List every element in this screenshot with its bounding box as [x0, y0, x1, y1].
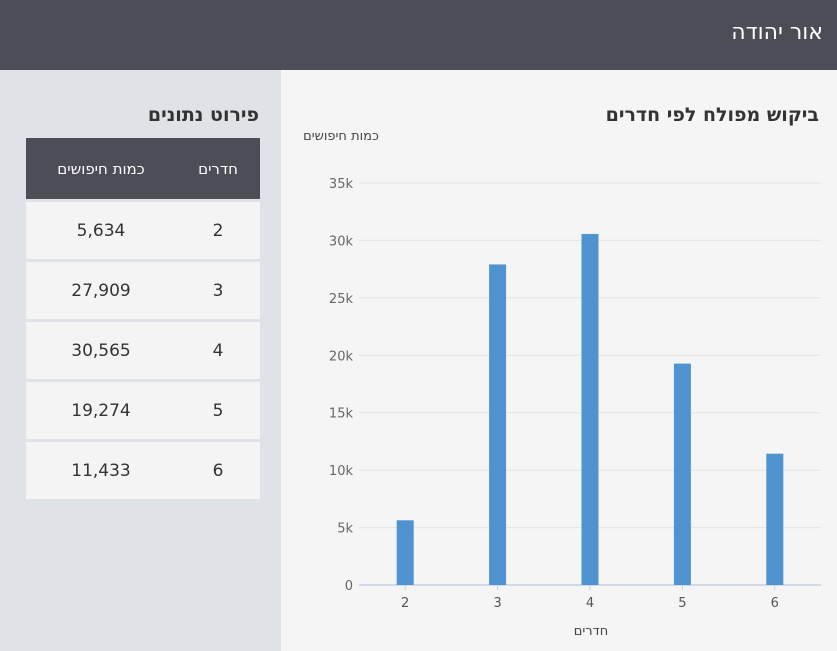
table-row: 5,634 2 — [26, 202, 260, 259]
y-tick-label: 5k — [337, 522, 353, 537]
cell-rooms: 3 — [212, 280, 224, 301]
cell-searches: 11,433 — [71, 460, 131, 481]
table-row: 27,909 3 — [26, 262, 260, 319]
x-tick-label: 5 — [678, 596, 686, 611]
table-title: פירוט נתונים — [147, 104, 259, 126]
chart-panel: ביקוש מפולח לפי חדרים 0 5k 10k 15k 20k 25k 30k… — [281, 70, 837, 651]
data-table: כמות חיפושים חדרים 5,634 2 27,909 3 30,5… — [26, 138, 260, 499]
cell-searches: 27,909 — [71, 280, 131, 301]
table-row: 11,433 6 — [26, 442, 260, 499]
y-tick-label: 30k — [329, 234, 354, 249]
bar — [673, 363, 691, 585]
y-tick-label: 15k — [329, 407, 354, 422]
cell-rooms: 2 — [212, 220, 224, 241]
table-row: 30,565 4 — [26, 322, 260, 379]
header-rooms: חדרים — [198, 159, 238, 178]
y-axis-label: כמות חיפושים — [303, 129, 379, 144]
x-tick-label: 6 — [771, 596, 779, 611]
cell-rooms: 4 — [212, 340, 224, 361]
x-axis-label: חדרים — [574, 624, 608, 639]
x-tick-label: 4 — [586, 596, 594, 611]
cell-searches: 5,634 — [76, 220, 126, 241]
app-header: אור יהודה — [0, 0, 837, 70]
y-tick-label: 35k — [329, 177, 354, 192]
cell-searches: 30,565 — [71, 340, 131, 361]
y-tick-label: 10k — [329, 464, 354, 479]
x-tick-label: 2 — [401, 596, 409, 611]
x-tick-label: 3 — [493, 596, 501, 611]
cell-searches: 19,274 — [71, 400, 131, 421]
y-tick-label: 0 — [345, 579, 353, 594]
city-title: אור יהודה — [731, 20, 823, 45]
cell-rooms: 6 — [212, 460, 224, 481]
bar-chart: 0 5k 10k 15k 20k 25k 30k 35k 2 3 4 5 6 כמות חיפושים חד… — [303, 129, 821, 639]
table-header-row: כמות חיפושים חדרים — [26, 138, 260, 199]
bar — [581, 233, 599, 585]
bar — [489, 264, 507, 585]
bar — [396, 520, 414, 585]
header-searches: כמות חיפושים — [57, 159, 145, 178]
y-tick-label: 20k — [329, 349, 354, 364]
chart-title: ביקוש מפולח לפי חדרים — [605, 104, 819, 126]
table-row: 19,274 5 — [26, 382, 260, 439]
cell-rooms: 5 — [212, 400, 224, 421]
table-panel: פירוט נתונים כמות חיפושים חדרים 5,634 2 … — [0, 70, 281, 651]
bar — [766, 453, 784, 585]
y-tick-label: 25k — [329, 292, 354, 307]
